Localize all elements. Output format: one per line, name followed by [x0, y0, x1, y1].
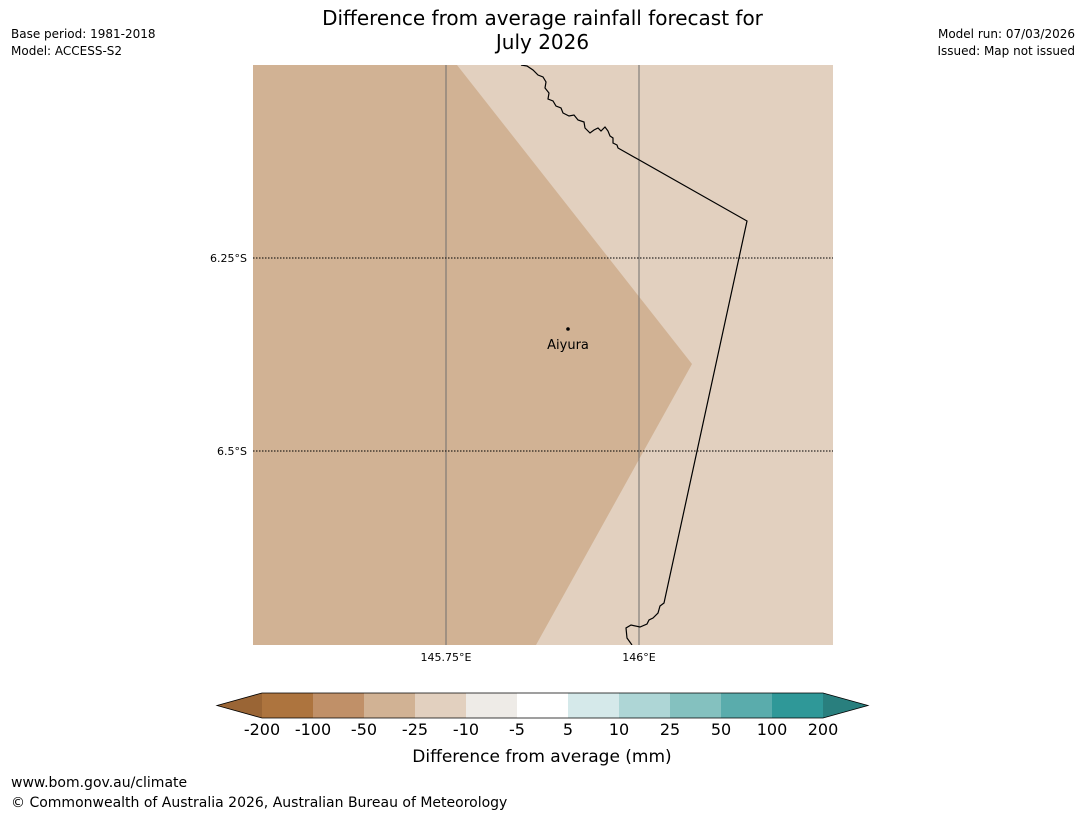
colorbar-swatch-3: [364, 693, 415, 718]
colorbar-tick-label: -25: [402, 720, 428, 739]
map-title: Difference from average rainfall forecas…: [0, 6, 1085, 54]
colorbar-title: Difference from average (mm): [412, 747, 671, 767]
colorbar-tick-label: -50: [351, 720, 377, 739]
colorbar-tick-label: -5: [509, 720, 525, 739]
aiyura-label: Aiyura: [547, 338, 589, 353]
colorbar-swatch-6: [517, 693, 568, 718]
colorbar-tick-label: -100: [295, 720, 331, 739]
lon-label-145-75: 145.75°E: [421, 651, 472, 664]
aiyura-marker: [566, 327, 570, 331]
coastline-boundary: [520, 65, 748, 645]
colorbar-high-extend: [823, 693, 868, 718]
title-line-2: July 2026: [495, 30, 590, 54]
colorbar-tick-label: 25: [660, 720, 680, 739]
issued-text: Issued: Map not issued: [937, 44, 1075, 58]
footer-url: www.bom.gov.au/climate: [11, 775, 188, 791]
lat-label-6-25: 6.25°S: [210, 252, 247, 265]
lon-label-146: 146°E: [622, 651, 655, 664]
colorbar-low-extend: [217, 693, 262, 718]
lat-label-6-5: 6.5°S: [217, 445, 247, 458]
model-run-text: Model run: 07/03/2026: [937, 27, 1075, 41]
colorbar-tick-label: 200: [808, 720, 839, 739]
colorbar-tick-label: 5: [563, 720, 573, 739]
run-info-left: Base period: 1981-2018 Model: ACCESS-S2: [11, 26, 156, 60]
colorbar-swatch-11: [772, 693, 823, 718]
colorbar-tick-label: 50: [711, 720, 731, 739]
colorbar-swatch-9: [670, 693, 721, 718]
colorbar-swatch-4: [415, 693, 466, 718]
drier-region: [253, 65, 692, 645]
colorbar-swatch-1: [262, 693, 313, 718]
colorbar-swatch-10: [721, 693, 772, 718]
run-info-right: Model run: 07/03/2026 Issued: Map not is…: [937, 26, 1075, 60]
colorbar-tick-label: -10: [453, 720, 479, 739]
colorbar-tick-label: 10: [609, 720, 629, 739]
colorbar-swatch-8: [619, 693, 670, 718]
colorbar-tick-label: 100: [757, 720, 788, 739]
colorbar: [215, 692, 870, 719]
colorbar-swatch-5: [466, 693, 517, 718]
colorbar-tick-label: -200: [244, 720, 280, 739]
colorbar-swatch-2: [313, 693, 364, 718]
map-panel: Aiyura: [253, 65, 833, 645]
title-line-1: Difference from average rainfall forecas…: [322, 6, 763, 30]
colorbar-swatch-7: [568, 693, 619, 718]
base-period-text: Base period: 1981-2018: [11, 27, 156, 41]
colorbar-ticks: -200 -100 -50 -25 -10 -5 5 10 25 50 100 …: [244, 720, 838, 739]
footer-copyright: © Commonwealth of Australia 2026, Austra…: [11, 795, 508, 811]
colorbar-outline: [215, 692, 870, 719]
model-text: Model: ACCESS-S2: [11, 44, 123, 58]
